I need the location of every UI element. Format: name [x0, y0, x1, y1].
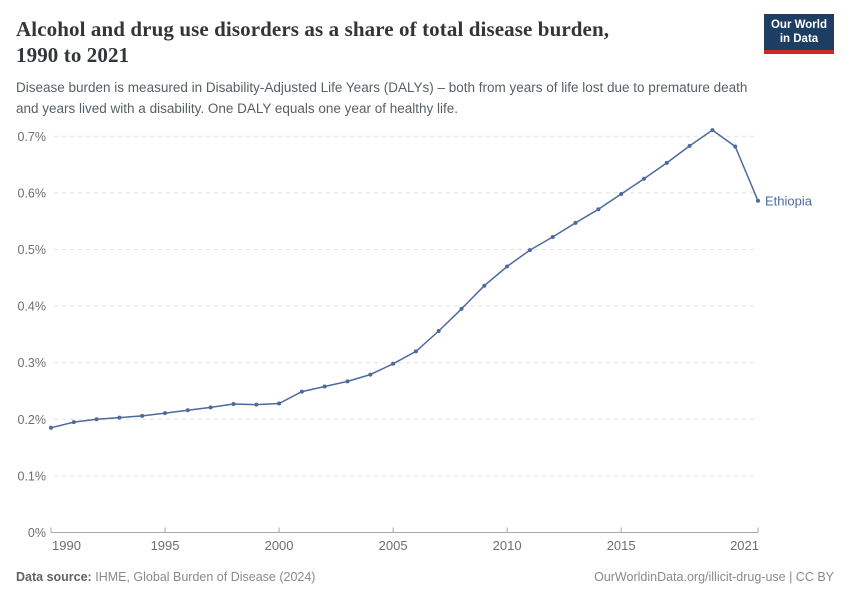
x-axis-tick-label: 1995 — [151, 538, 180, 553]
data-point[interactable] — [71, 420, 76, 425]
data-source-label: Data source: — [16, 570, 92, 584]
x-axis-tick-label: 2015 — [607, 538, 636, 553]
chart-title-line1: Alcohol and drug use disorders as a shar… — [16, 17, 610, 41]
data-point[interactable] — [664, 160, 669, 165]
data-point[interactable] — [527, 248, 532, 253]
series-line[interactable] — [50, 129, 759, 429]
series-label-ethiopia[interactable]: Ethiopia — [765, 193, 813, 208]
data-point[interactable] — [642, 176, 646, 181]
owid-logo[interactable]: Our World in Data — [764, 14, 834, 54]
x-axis-tick-label: 2000 — [265, 538, 294, 553]
chart-subtitle-line1: Disease burden is measured in Disability… — [16, 80, 748, 95]
credit-link[interactable]: OurWorldinData.org/illicit-drug-use | CC… — [594, 570, 834, 584]
data-point[interactable] — [140, 413, 145, 418]
y-axis-tick-label: 0.7% — [18, 130, 47, 144]
data-point[interactable] — [322, 384, 327, 389]
data-point[interactable] — [163, 411, 167, 416]
chart-subtitle-line2: and years lived with a disability. One D… — [16, 100, 458, 116]
data-source: Data source: IHME, Global Burden of Dise… — [16, 570, 315, 584]
data-point[interactable] — [505, 264, 510, 269]
data-point[interactable] — [413, 349, 418, 354]
data-point[interactable] — [619, 192, 624, 196]
data-point[interactable] — [49, 425, 53, 430]
data-point[interactable] — [733, 144, 738, 149]
chart-header: Alcohol and drug use disorders as a shar… — [0, 0, 850, 119]
data-point[interactable] — [299, 389, 304, 394]
data-point[interactable] — [391, 361, 396, 366]
y-axis-tick-label: 0.5% — [18, 243, 47, 257]
data-point[interactable] — [94, 417, 99, 422]
data-point[interactable] — [277, 401, 282, 406]
data-point[interactable] — [550, 235, 555, 239]
chart-subtitle: Disease burden is measured in Disability… — [16, 78, 752, 119]
data-point[interactable] — [436, 329, 441, 333]
chart-footer: Data source: IHME, Global Burden of Dise… — [0, 570, 850, 600]
data-point[interactable] — [345, 379, 350, 384]
x-axis-tick-label: 2021 — [730, 538, 759, 553]
data-point[interactable] — [596, 207, 601, 212]
x-axis-tick-label: 2010 — [493, 538, 522, 553]
data-point[interactable] — [208, 405, 213, 410]
data-point[interactable] — [254, 402, 259, 407]
data-point[interactable] — [117, 415, 122, 420]
chart-title: Alcohol and drug use disorders as a shar… — [16, 16, 752, 68]
owid-logo-line1: Our World — [770, 19, 827, 31]
owid-logo-line2: in Data — [779, 33, 819, 45]
y-axis-tick-label: 0.3% — [18, 356, 47, 370]
y-axis-tick-label: 0% — [28, 526, 46, 540]
x-axis-tick-label: 1990 — [52, 538, 81, 553]
y-axis-tick-label: 0.6% — [18, 186, 47, 200]
data-point[interactable] — [231, 402, 236, 406]
data-point[interactable] — [710, 128, 715, 133]
data-point[interactable] — [573, 220, 578, 225]
chart-titles: Alcohol and drug use disorders as a shar… — [16, 14, 752, 119]
y-axis-tick-label: 0.1% — [18, 469, 47, 483]
data-point[interactable] — [459, 306, 464, 311]
chart-title-line2: 1990 to 2021 — [16, 43, 130, 67]
data-point[interactable] — [185, 408, 190, 413]
data-point[interactable] — [687, 143, 692, 148]
data-point[interactable] — [482, 283, 487, 288]
y-axis-tick-label: 0.4% — [18, 300, 47, 314]
x-axis-tick-label: 2005 — [379, 538, 408, 553]
data-source-value: IHME, Global Burden of Disease (2024) — [95, 570, 316, 584]
y-axis-tick-label: 0.2% — [18, 413, 47, 427]
data-point[interactable] — [368, 372, 373, 377]
data-point[interactable] — [756, 198, 760, 203]
